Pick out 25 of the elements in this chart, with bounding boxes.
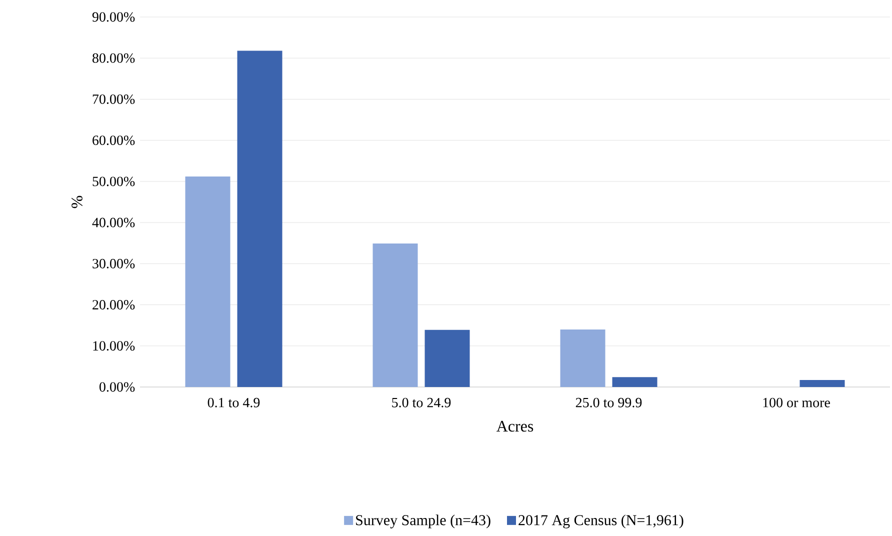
y-axis-title: %: [72, 196, 82, 208]
y-tick-label: 90.00%: [92, 12, 135, 22]
y-tick-label: 10.00%: [93, 341, 135, 351]
y-tick-label: 20.00%: [92, 300, 135, 310]
bar: [372, 244, 418, 387]
y-tick-label: 80.00%: [92, 53, 135, 63]
bar: [560, 329, 606, 387]
bar: [185, 176, 230, 387]
x-tick-label: 100 or more: [763, 398, 830, 408]
bar: [237, 50, 282, 387]
y-tick-label: 70.00%: [92, 94, 135, 104]
y-tick-label: 60.00%: [92, 136, 135, 146]
x-tick-label: 5.0 to 24.9: [392, 398, 451, 408]
x-tick-label: 25.0 to 99.9: [576, 398, 642, 408]
y-tick-label: 0.00%: [100, 382, 135, 392]
x-axis-title: Acres: [496, 420, 534, 432]
legend-label: 2017 Ag Census (N=1,961): [518, 514, 684, 528]
y-tick-label: 40.00%: [92, 218, 135, 228]
y-tick-label: 30.00%: [92, 258, 135, 268]
y-tick-label: 50.00%: [92, 176, 135, 186]
bar: [800, 380, 845, 387]
legend-label: Survey Sample (n=43): [356, 514, 490, 528]
x-tick-label: 0.1 to 4.9: [208, 398, 260, 408]
bar: [424, 330, 470, 387]
bar: [612, 377, 658, 387]
